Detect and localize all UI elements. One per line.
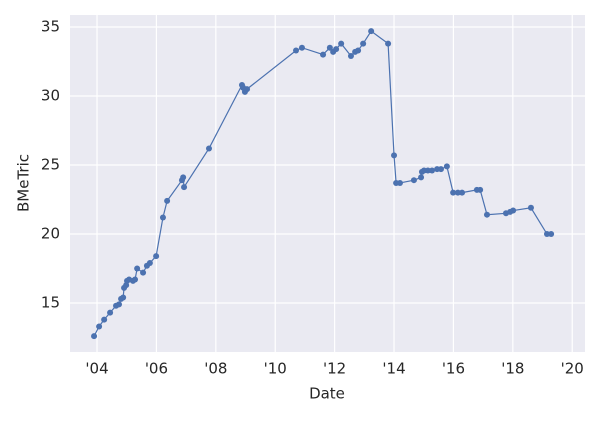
data-point [450,189,457,196]
x-tick-label: '18 [501,360,524,378]
data-point [527,204,534,211]
data-point [543,231,550,238]
data-point [333,46,340,53]
data-point [510,207,517,214]
y-axis-label: BMeTric [15,154,33,212]
data-point [429,167,436,174]
data-point [410,177,417,184]
data-point [396,179,403,186]
data-point [205,145,212,152]
data-point [424,167,431,174]
x-tick-label: '14 [382,360,405,378]
x-axis-label: Date [309,385,345,403]
data-point [459,189,466,196]
data-point [360,40,367,47]
data-point [159,214,166,221]
data-point [134,265,141,272]
data-point [298,44,305,51]
data-point [338,40,345,47]
x-tick-label: '10 [264,360,287,378]
data-point [347,52,354,59]
data-point [391,152,398,159]
data-point [164,197,171,204]
data-point [140,269,147,276]
data-point [454,189,461,196]
x-tick-label: '08 [204,360,227,378]
data-point [326,44,333,51]
data-point [107,309,114,316]
y-tick-label: 20 [41,225,60,243]
data-point [385,40,392,47]
data-point [153,253,160,260]
data-point [437,166,444,173]
data-point [180,174,187,181]
x-tick-label: '20 [561,360,584,378]
data-point [320,51,327,58]
data-point [91,333,98,340]
data-point [548,231,555,238]
x-tick-label: '04 [85,360,108,378]
y-tick-label: 30 [41,87,60,105]
y-tick-label: 25 [41,156,60,174]
data-point [477,186,484,193]
data-point [116,301,123,308]
plot-background [70,15,585,352]
data-point [120,294,127,301]
data-point [443,163,450,170]
data-point [101,316,108,323]
data-point [368,28,375,35]
y-tick-label: 15 [41,294,60,312]
data-point [355,47,362,54]
data-point [244,86,251,93]
data-point [293,47,300,54]
y-tick-label: 35 [41,18,60,36]
data-point [483,211,490,218]
x-tick-label: '12 [323,360,346,378]
data-point [418,174,425,181]
x-tick-label: '06 [145,360,168,378]
data-point [146,259,153,266]
data-point [181,184,188,191]
data-point [96,323,103,330]
x-tick-label: '16 [442,360,465,378]
data-point [132,276,139,283]
